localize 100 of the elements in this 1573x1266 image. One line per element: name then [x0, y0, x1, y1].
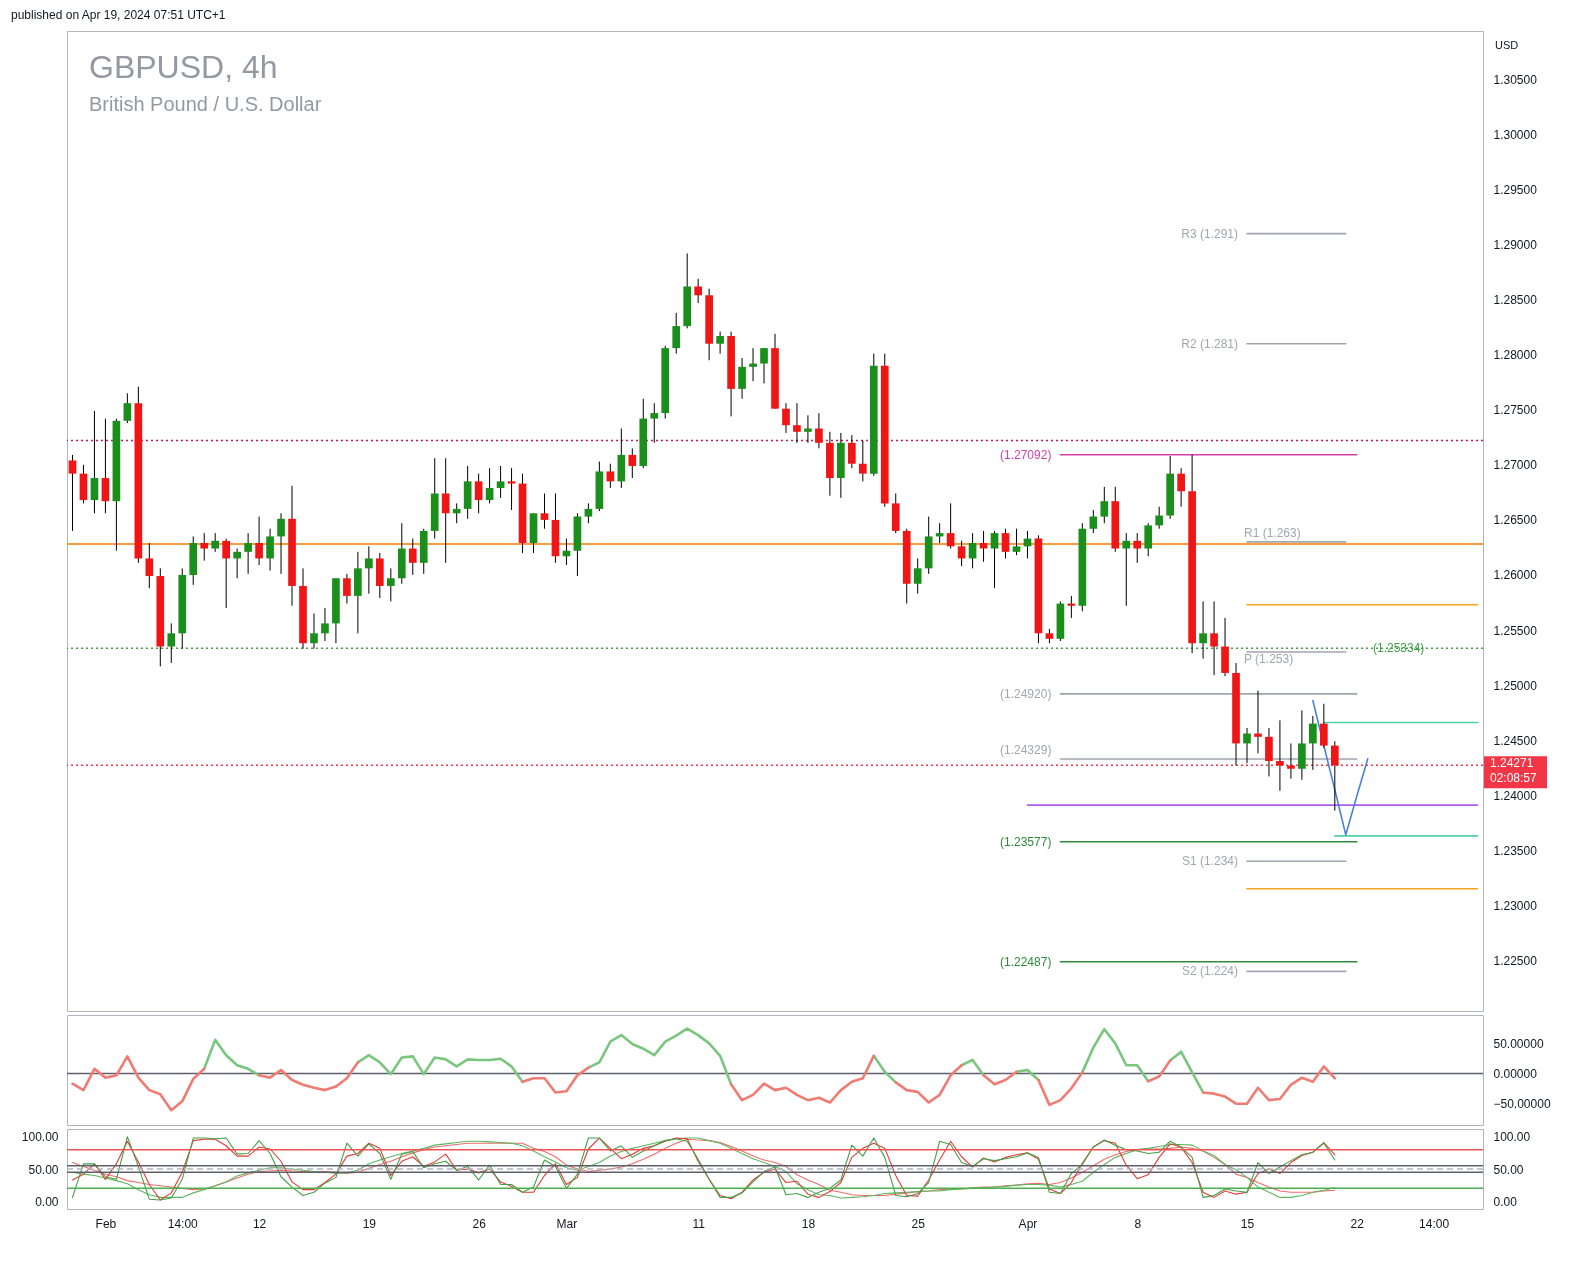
candlestick — [441, 457, 450, 564]
text: British Pound / U.S. Dollar — [89, 93, 322, 115]
candlestick — [277, 512, 285, 575]
candlestick — [1155, 506, 1164, 530]
candlestick — [266, 528, 274, 572]
candlestick — [68, 454, 77, 532]
candlestick — [255, 516, 263, 566]
candlestick — [222, 538, 230, 609]
y-tick-label: 0.00 — [35, 1194, 59, 1209]
candlestick — [507, 467, 516, 511]
candlestick — [1287, 742, 1295, 780]
candlestick — [233, 548, 241, 579]
series-label: (1.23577) — [1000, 834, 1052, 849]
series-label: S2 (1.224) — [1181, 964, 1238, 979]
candlestick — [957, 540, 966, 567]
y-tick-label: 1.22500 — [1493, 953, 1538, 968]
candlestick — [584, 502, 593, 524]
x-tick-label: 14:00 — [167, 1216, 199, 1231]
candlestick — [1001, 528, 1010, 559]
candlestick — [913, 557, 922, 595]
candlestick — [1254, 690, 1262, 754]
x-tick-label: 8 — [1134, 1216, 1142, 1231]
candlestick — [793, 402, 801, 444]
x-tick-label: 19 — [362, 1216, 377, 1231]
x-tick-label: 18 — [801, 1216, 816, 1231]
candlestick — [145, 542, 154, 589]
y-tick-label: 1.26000 — [1493, 568, 1538, 583]
candlestick — [365, 545, 373, 595]
y-tick-label: 50.00000 — [1493, 1037, 1544, 1052]
y-tick-label: 100.00 — [21, 1130, 59, 1145]
text: published on Apr 19, 2024 07:51 UTC+1 — [11, 8, 226, 22]
candlestick — [1243, 727, 1251, 764]
series-label: R2 (1.281) — [1181, 336, 1238, 351]
series-label: R1 (1.263) — [1244, 525, 1301, 540]
series-label: P (1.253) — [1244, 652, 1294, 667]
y-tick-label: 1.27000 — [1493, 458, 1538, 473]
candlestick — [858, 440, 867, 482]
candlestick — [485, 467, 494, 504]
x-tick-label: 11 — [692, 1216, 706, 1231]
y-tick-label: −50.00000 — [1493, 1096, 1551, 1111]
candlestick — [1089, 509, 1098, 534]
candlestick — [606, 463, 615, 489]
ref-line-label: 1.24271 02:08:57 — [1490, 756, 1538, 786]
y-tick-label: 1.28000 — [1493, 348, 1538, 363]
y-tick-label: 50.00 — [28, 1162, 59, 1177]
series-label: R3 (1.291) — [1181, 226, 1238, 241]
y-tick-label: 1.24000 — [1493, 788, 1538, 803]
candlestick — [1177, 467, 1185, 508]
candlestick — [1320, 703, 1328, 749]
y-tick-label: 1.23000 — [1493, 898, 1538, 913]
candlestick — [804, 414, 812, 444]
x-tick-label: Feb — [95, 1216, 117, 1231]
candlestick — [123, 392, 132, 424]
candlestick — [1100, 486, 1109, 524]
x-tick-label: 15 — [1240, 1216, 1255, 1231]
candlestick — [452, 502, 461, 524]
candlestick — [408, 538, 417, 576]
series-label: (1.24329) — [1000, 742, 1052, 757]
candlestick — [321, 607, 329, 642]
series-label: (1.22487) — [1000, 954, 1052, 969]
candlestick — [650, 402, 659, 444]
y-tick-label: 0.00000 — [1493, 1067, 1538, 1082]
y-tick-label: 1.25000 — [1493, 678, 1538, 693]
candlestick — [979, 530, 988, 563]
candlestick — [782, 402, 790, 434]
x-tick-label: 14:00 — [1419, 1216, 1450, 1231]
ref-line-label: (1.25334) — [1373, 641, 1425, 656]
x-tick-label: Mar — [556, 1216, 578, 1231]
x-tick-label: Apr — [1018, 1216, 1038, 1231]
series-label: S1 (1.234) — [1181, 854, 1238, 869]
series-label: (1.27092) — [1000, 447, 1052, 462]
candlestick — [738, 357, 746, 400]
candlestick — [1276, 719, 1284, 792]
x-tick-label: 26 — [472, 1216, 487, 1231]
candlestick — [1330, 740, 1339, 812]
candlestick — [244, 532, 252, 575]
candlestick — [672, 312, 681, 355]
candlestick — [628, 447, 637, 479]
candlestick — [749, 347, 757, 382]
line-series — [1312, 699, 1369, 836]
candlestick — [1199, 600, 1207, 660]
candlestick — [496, 465, 505, 499]
y-tick-label: 1.30000 — [1493, 128, 1538, 143]
candlestick — [1133, 532, 1142, 564]
candlestick — [1210, 600, 1218, 676]
candlestick — [343, 573, 351, 605]
candlestick — [474, 473, 483, 514]
candlestick — [200, 532, 209, 562]
series-label: (1.24920) — [1000, 686, 1052, 701]
y-tick-label: 1.29000 — [1493, 238, 1538, 253]
candlestick — [815, 412, 823, 449]
candlestick — [694, 278, 702, 304]
y-axis-title: USD — [1495, 39, 1519, 51]
candlestick — [1012, 528, 1021, 556]
candlestick — [848, 434, 856, 469]
y-tick-label: 1.30500 — [1493, 72, 1538, 87]
candlestick — [90, 410, 99, 514]
y-tick-label: 1.26500 — [1493, 513, 1538, 528]
y-tick-label: 1.27500 — [1493, 403, 1538, 418]
y-tick-label: 1.25500 — [1493, 623, 1538, 638]
